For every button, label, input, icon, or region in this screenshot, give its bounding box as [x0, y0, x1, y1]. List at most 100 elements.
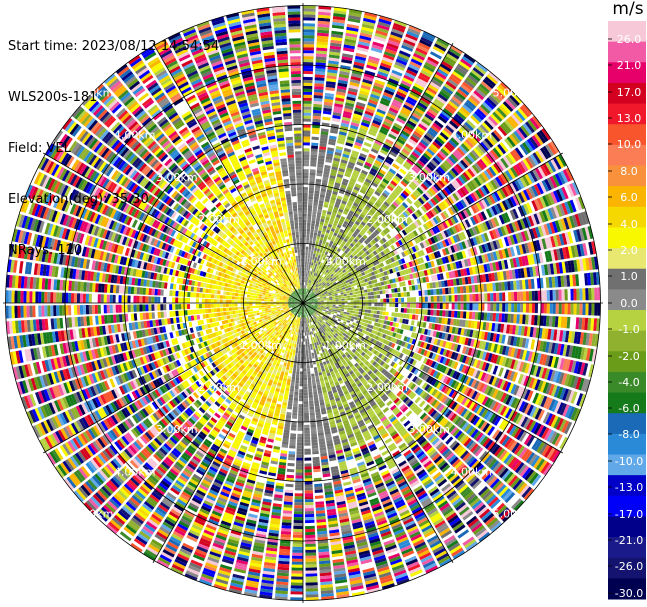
velocity-gate [383, 54, 395, 61]
velocity-gate [421, 33, 435, 42]
velocity-gate [546, 290, 550, 301]
velocity-gate [306, 234, 310, 238]
velocity-gate [362, 78, 373, 85]
velocity-gate [347, 298, 351, 301]
velocity-gate [448, 100, 459, 110]
velocity-gate [432, 76, 444, 85]
velocity-gate [414, 50, 427, 58]
velocity-gate [376, 199, 383, 206]
velocity-gate [365, 159, 374, 165]
velocity-gate [356, 308, 360, 312]
velocity-gate [372, 215, 378, 221]
velocity-gate [317, 29, 329, 34]
velocity-gate [409, 308, 413, 314]
velocity-gate [374, 306, 378, 311]
velocity-gate [389, 194, 396, 201]
velocity-gate [390, 244, 396, 251]
velocity-gate [303, 294, 304, 298]
velocity-gate [331, 244, 336, 249]
velocity-gate [338, 308, 342, 311]
velocity-gate [386, 185, 394, 192]
velocity-gate [317, 303, 321, 305]
velocity-gate [385, 86, 396, 93]
velocity-gate [330, 172, 337, 177]
velocity-gate [462, 311, 467, 319]
velocity-gate [327, 270, 331, 274]
velocity-gate [330, 42, 342, 47]
velocity-gate [558, 303, 562, 315]
velocity-gate [389, 34, 402, 41]
velocity-gate [371, 44, 384, 51]
velocity-gate [367, 173, 375, 179]
velocity-gate [353, 113, 362, 119]
velocity-gate [303, 222, 307, 226]
velocity-gate [362, 116, 372, 122]
velocity-gate [333, 10, 347, 15]
velocity-gate [392, 145, 401, 153]
velocity-gate [310, 277, 313, 281]
velocity-gate [319, 236, 324, 241]
velocity-gate [418, 42, 431, 50]
velocity-gate [398, 194, 406, 202]
velocity-gate [326, 298, 330, 301]
velocity-gate [345, 29, 358, 35]
velocity-gate [323, 305, 327, 307]
velocity-gate [564, 303, 568, 315]
velocity-gate [303, 231, 307, 235]
velocity-gate [320, 215, 326, 220]
velocity-gate [371, 295, 375, 299]
velocity-gate [303, 219, 307, 223]
velocity-gate [465, 285, 470, 293]
velocity-gate [338, 261, 343, 265]
velocity-gate [310, 232, 314, 236]
velocity-gate [398, 85, 409, 93]
velocity-gate [329, 230, 334, 235]
velocity-gate [334, 293, 338, 296]
velocity-gate [385, 138, 394, 145]
velocity-gate [353, 202, 359, 208]
velocity-gate [439, 112, 450, 122]
velocity-gate [349, 155, 358, 161]
velocity-gate [421, 136, 431, 145]
velocity-gate [385, 173, 393, 180]
velocity-gate [402, 77, 413, 85]
velocity-gate [344, 249, 349, 254]
velocity-gate [316, 280, 319, 284]
velocity-gate [317, 163, 324, 168]
velocity-gate [320, 276, 324, 280]
velocity-gate [364, 292, 368, 296]
velocity-gate [310, 157, 317, 161]
velocity-gate [329, 268, 333, 272]
velocity-gate [388, 168, 397, 175]
velocity-gate [308, 280, 311, 284]
velocity-gate [304, 273, 306, 277]
velocity-gate [308, 243, 312, 248]
velocity-gate [456, 111, 467, 121]
velocity-gate [433, 303, 437, 309]
velocity-gate [329, 135, 337, 140]
velocity-gate [311, 278, 314, 282]
velocity-gate [531, 303, 536, 313]
velocity-gate [333, 263, 337, 268]
velocity-gate [303, 41, 315, 45]
velocity-gate [439, 288, 443, 295]
velocity-gate [364, 12, 378, 18]
velocity-gate [422, 31, 436, 40]
velocity-gate [307, 270, 310, 274]
velocity-gate [307, 286, 310, 290]
velocity-gate [439, 310, 443, 317]
velocity-gate [303, 112, 312, 116]
velocity-gate [308, 205, 313, 209]
velocity-gate [303, 106, 312, 110]
velocity-gate [433, 309, 437, 316]
velocity-gate [334, 204, 340, 209]
velocity-gate [303, 285, 305, 289]
velocity-gate [318, 252, 322, 256]
velocity-gate [339, 228, 344, 234]
velocity-gate [377, 294, 381, 299]
velocity-gate [312, 115, 321, 120]
velocity-gate [311, 288, 315, 292]
velocity-gate [356, 297, 360, 300]
velocity-gate [389, 298, 393, 303]
velocity-gate [305, 282, 308, 286]
